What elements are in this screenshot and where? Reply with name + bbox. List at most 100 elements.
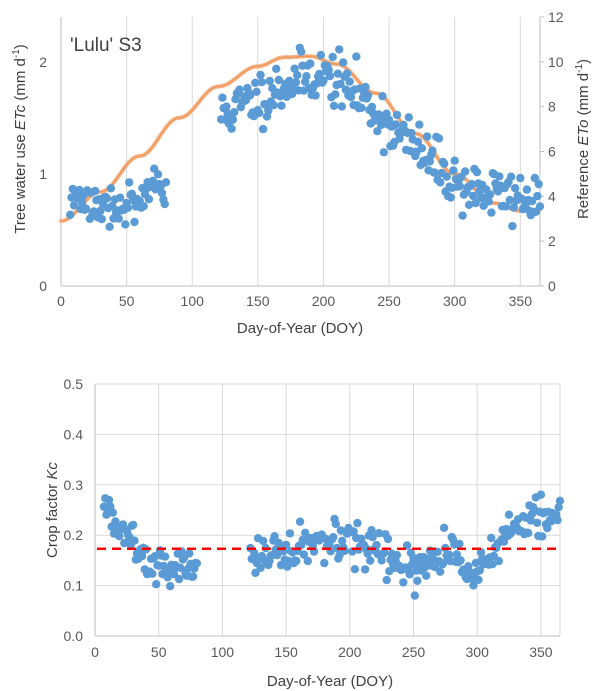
c2-point-40 [150, 552, 160, 561]
c1-point-213 [399, 120, 408, 129]
c1-point-63 [148, 176, 158, 185]
c2-point-294 [526, 516, 535, 525]
c1-point-177 [352, 52, 361, 61]
c1-point-152 [319, 76, 328, 85]
c1-point-170 [342, 69, 352, 78]
c2-point-113 [295, 517, 305, 526]
c1-point-135 [297, 47, 306, 56]
c1-ytick-left-0: 0 [39, 278, 47, 294]
c1-point-47 [127, 189, 137, 198]
c2-point-168 [366, 556, 375, 565]
c1-point-165 [336, 79, 345, 89]
c1-xtick-5: 250 [377, 293, 401, 309]
c1-xtick-0: 0 [57, 293, 65, 309]
c1-point-294 [505, 195, 514, 205]
c2-xtick-4: 200 [338, 644, 362, 660]
c1-point-82 [227, 124, 236, 133]
c2-point-52 [166, 582, 175, 591]
c1-ytick-right-6: 12 [548, 9, 564, 25]
c1-point-231 [422, 132, 432, 141]
c1-point-70 [157, 188, 167, 198]
c2-point-202 [409, 553, 418, 563]
c1-point-38 [115, 193, 125, 202]
c1-point-280 [487, 208, 496, 217]
c1-point-96 [245, 91, 255, 100]
c2-xtick-5: 250 [402, 644, 426, 660]
c2-point-7 [108, 508, 118, 517]
c1-point-120 [277, 101, 286, 110]
c1-point-42 [121, 220, 130, 229]
c1-point-249 [446, 193, 455, 202]
c2-point-158 [353, 518, 362, 528]
c2-point-182 [383, 534, 393, 544]
c1-point-44 [123, 203, 133, 212]
c1-point-45 [125, 178, 134, 187]
c1-point-202 [384, 115, 394, 125]
c2-point-48 [160, 552, 170, 561]
c2-point-307 [543, 523, 552, 533]
c2-point-105 [285, 529, 295, 538]
c1-point-315 [533, 191, 542, 201]
c1-ytick-right-5: 10 [548, 54, 564, 70]
c1-point-167 [339, 58, 348, 67]
c1-point-244 [440, 159, 449, 168]
c1-point-103 [255, 108, 264, 118]
c2-point-194 [399, 578, 408, 587]
c2-point-302 [536, 490, 546, 499]
c1-point-9 [77, 198, 87, 207]
c1-point-18 [89, 207, 99, 216]
c1-point-150 [316, 50, 325, 60]
c2-point-170 [368, 532, 377, 542]
c2-point-110 [292, 556, 301, 566]
c1-point-207 [391, 120, 400, 129]
c2-ytick-0: 0.0 [64, 628, 84, 644]
c2-point-299 [532, 518, 542, 527]
c2-point-292 [524, 528, 533, 538]
c1-point-263 [464, 200, 474, 209]
c2-point-30 [137, 551, 147, 561]
c2-point-133 [321, 534, 330, 543]
c2-ytick-3: 0.3 [64, 477, 84, 493]
c2-point-238 [455, 539, 464, 549]
c1-point-164 [335, 45, 344, 54]
c2-axes [94, 384, 561, 637]
c2-point-203 [410, 591, 419, 600]
c2-point-239 [456, 556, 465, 565]
c1-point-186 [363, 91, 373, 100]
c1-point-83 [228, 115, 238, 124]
c2-point-38 [148, 569, 157, 578]
c2-point-93 [270, 532, 279, 541]
c1-point-131 [291, 78, 301, 87]
c2-ytick-4: 0.4 [64, 426, 84, 442]
c1-point-279 [485, 190, 495, 199]
c1-point-181 [357, 103, 366, 113]
c2-ytick-2: 0.2 [64, 527, 84, 543]
c2-point-139 [329, 533, 338, 542]
c1-point-269 [472, 168, 482, 177]
c2-point-156 [350, 565, 360, 574]
c1-point-311 [527, 196, 537, 206]
c1-point-130 [290, 64, 299, 73]
c1-point-160 [329, 101, 339, 111]
c2-point-141 [331, 519, 340, 529]
c1-annotation: 'Lulu' S3 [70, 35, 142, 56]
c1-point-225 [415, 120, 424, 129]
c1-point-313 [530, 173, 539, 183]
c1-xtick-3: 150 [246, 293, 270, 309]
c1-point-189 [367, 102, 377, 112]
c1-point-31 [106, 184, 116, 193]
c2-xtick-3: 150 [274, 644, 298, 660]
c1-point-118 [274, 75, 283, 85]
c2-point-173 [372, 540, 381, 550]
c2-point-223 [436, 567, 445, 576]
c2-point-249 [469, 581, 478, 590]
c1-point-172 [345, 77, 354, 86]
c2-ytick-1: 0.1 [64, 578, 84, 594]
c2-point-102 [281, 540, 291, 550]
c1-point-219 [407, 128, 416, 138]
c2-point-23 [129, 520, 138, 530]
c1-point-104 [256, 70, 265, 80]
c1-point-233 [425, 157, 434, 166]
